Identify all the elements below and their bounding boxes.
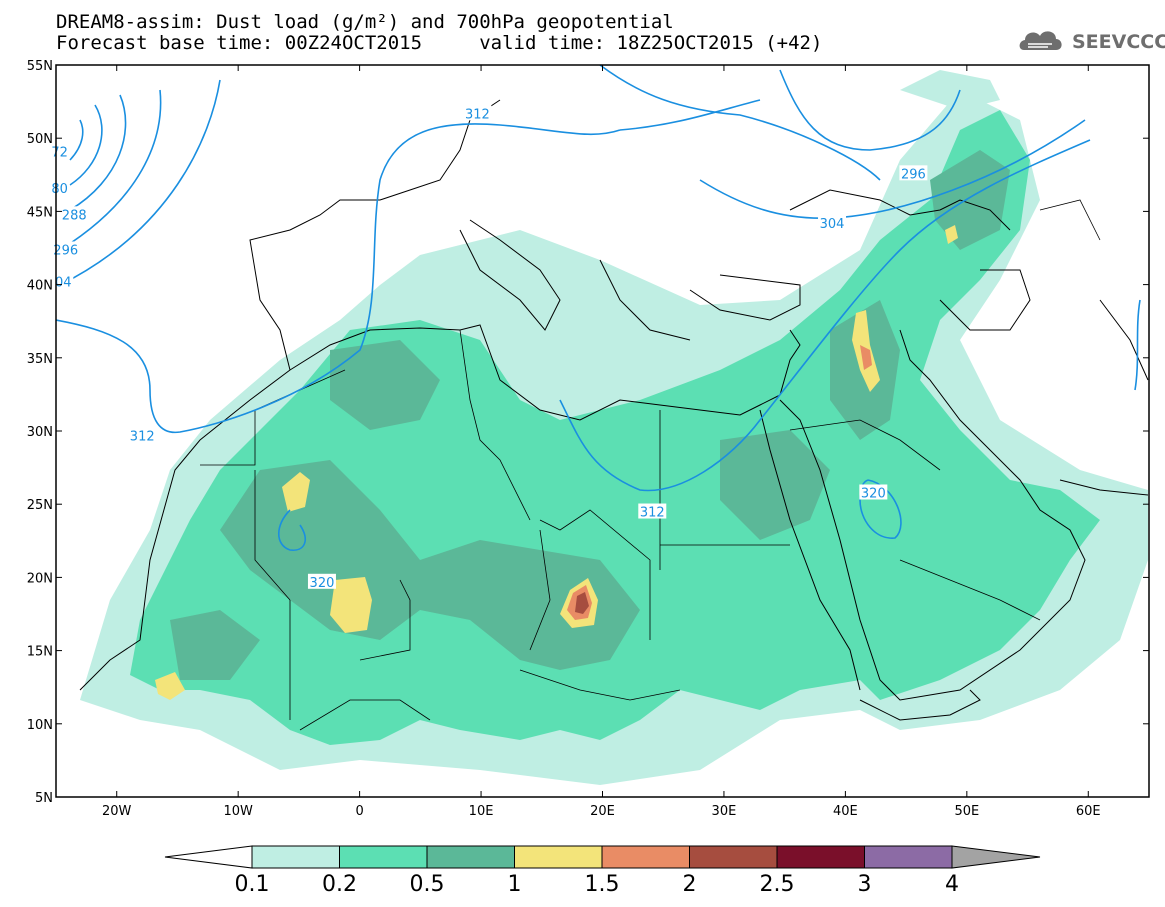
dust-level-2 [575,592,589,614]
contour-label-bg [463,105,492,121]
dust-level-0-5 [170,150,1010,680]
contour-label: 320 [310,576,335,591]
colorbar-segment [864,845,953,869]
lon-tick-label: 20E [590,804,615,819]
map-title: DREAM8-assim: Dust load (g/m²) and 700hP… [56,11,674,33]
contour-label-bg [49,179,70,195]
contour-label: 296 [53,243,78,258]
contour-label: 312 [465,107,490,122]
lon-tick-label: 10W [223,804,253,819]
lat-tick-label: 5N [35,791,53,806]
contour-label-bg [307,573,336,589]
colorbar-label: 4 [945,872,959,897]
lon-tick-label: 30E [712,804,737,819]
colorbar-label: 1.5 [584,872,620,897]
lon-tick-label: 20W [102,804,132,819]
contour-label: 288 [62,208,87,223]
contour-label: 304 [820,217,845,232]
colorbar-label: 1 [507,872,522,897]
colorbar-label: 2.5 [759,872,795,897]
colorbar-segment [776,845,865,869]
lat-tick-label: 50N [27,132,53,147]
forecast-time-line: Forecast base time: 00Z24OCT2015 valid t… [56,32,823,54]
lon-tick-label: 60E [1076,804,1101,819]
lat-tick-label: 40N [27,279,53,294]
lon-tick-label: 50E [954,804,979,819]
contour-label-bg [859,484,888,500]
axis-ticks: 55N 50N 45N 40N 35N 30N 25N 20N 15N 10N 5N 20W 10W 0 1… [27,59,1149,819]
country-borders [200,199,1101,731]
colorbar-segment [251,845,340,869]
contour-label: 80 [51,182,68,197]
contour-label: 72 [51,145,68,160]
contour-label: 04 [55,276,72,291]
colorbar [164,845,1041,869]
lat-tick-label: 30N [27,425,53,440]
geopotential-contours [56,65,1141,551]
lat-tick-label: 20N [27,571,53,586]
lat-tick-label: 15N [27,645,53,660]
colorbar-segment [689,845,778,869]
colorbar-segment [339,845,428,869]
contour-label-bg [638,503,667,519]
contour-label: 312 [640,506,665,521]
contour-label-bg [899,165,928,181]
contour-label: 296 [901,167,926,182]
colorbar-label: 0.5 [409,872,445,897]
contour-label-bg [818,215,847,231]
lat-tick-label: 10N [27,718,53,733]
contour-label-bg [51,241,80,257]
lat-tick-label: 25N [27,498,53,513]
contour-label-bg [60,206,89,222]
logo-text: SEEVCCC [1072,31,1165,53]
contour-labels: 72 80 288 296 04 312 296 304 312 312 320 320 [49,105,928,591]
lon-tick-label: 10E [469,804,494,819]
colorbar-segment [601,845,690,869]
cloud-logo-icon [1019,31,1062,50]
colorbar-label: 2 [682,872,697,897]
lat-tick-label: 35N [27,352,53,367]
lon-tick-label: 0 [355,804,363,819]
lon-tick-label: 40E [833,804,858,819]
coastlines [79,99,1149,721]
contour-label-bg [128,427,157,443]
contour-label: 312 [130,429,155,444]
colorbar-under-triangle [164,845,253,869]
colorbar-label: 3 [857,872,872,897]
colorbar-segment [514,845,603,869]
lat-tick-label: 55N [27,59,53,74]
lat-tick-label: 45N [27,205,53,220]
colorbar-over-triangle [951,845,1041,869]
contour-label: 320 [861,486,886,501]
colorbar-label: 0.1 [234,872,270,897]
colorbar-segment [426,845,515,869]
colorbar-label: 0.2 [322,872,357,897]
contour-label-bg [49,143,70,159]
